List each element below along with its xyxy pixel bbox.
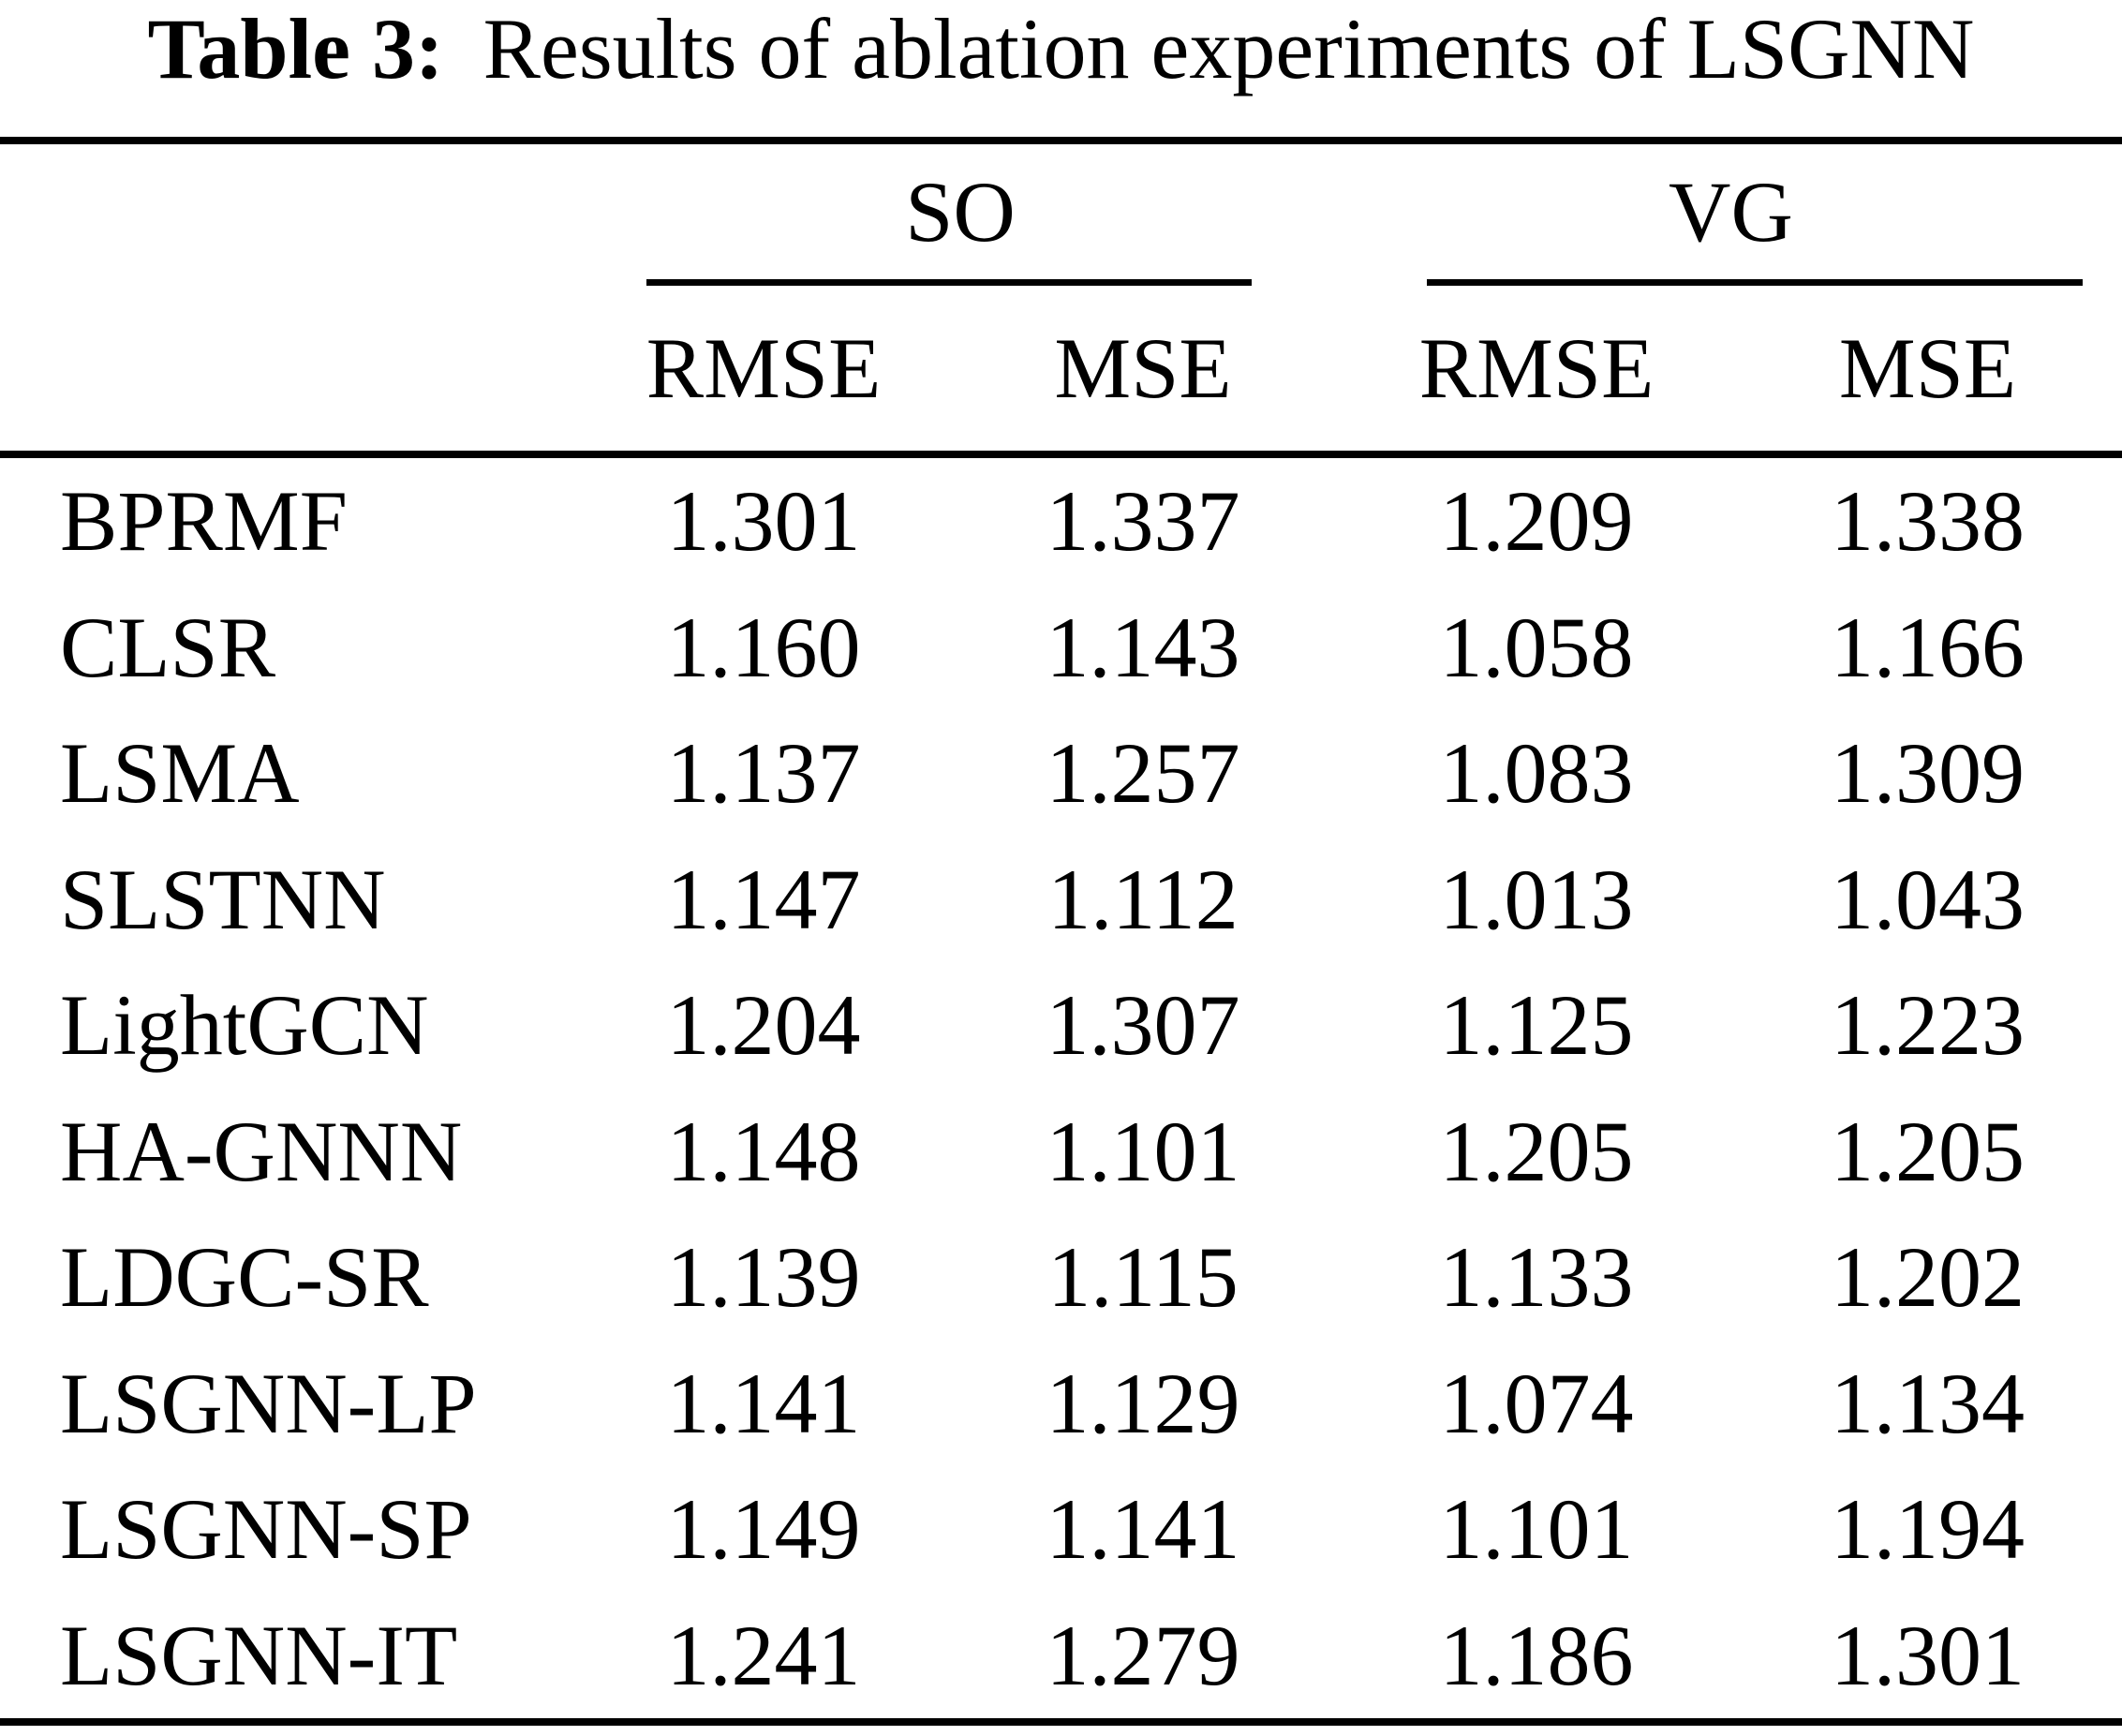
vg-mse-cell: 1.338 xyxy=(1831,473,2025,570)
so-mse-cell: 1.101 xyxy=(1046,1103,1240,1199)
vg-rmse-cell: 1.074 xyxy=(1439,1355,1634,1451)
column-group-so: SO xyxy=(905,164,1016,260)
so-mse-cell: 1.112 xyxy=(1047,851,1239,947)
sub-header-vg-rmse: RMSE xyxy=(1418,320,1655,416)
table-row: LSGNN-LP 1.141 1.129 1.074 1.134 xyxy=(0,1341,2122,1467)
vg-mse-cell: 1.223 xyxy=(1831,977,2025,1074)
so-rmse-cell: 1.137 xyxy=(666,725,861,822)
sub-header-row: RMSE MSE RMSE MSE xyxy=(0,286,2122,451)
table-row: LDGC-SR 1.139 1.115 1.133 1.202 xyxy=(0,1214,2122,1341)
table-row: HA-GNNN 1.148 1.101 1.205 1.205 xyxy=(0,1089,2122,1215)
model-name-cell: HA-GNNN xyxy=(60,1103,463,1199)
sub-header-so-mse: MSE xyxy=(1054,320,1232,416)
so-rmse-cell: 1.147 xyxy=(666,851,861,947)
table-row: CLSR 1.160 1.143 1.058 1.166 xyxy=(0,585,2122,711)
top-rule xyxy=(0,137,2122,144)
vg-rmse-cell: 1.209 xyxy=(1439,473,1634,570)
column-group-header-row: SO VG xyxy=(0,144,2122,279)
table-row: SLSTNN 1.147 1.112 1.013 1.043 xyxy=(0,837,2122,963)
model-name-cell: CLSR xyxy=(60,599,276,695)
table-body: BPRMF 1.301 1.337 1.209 1.338 CLSR 1.160… xyxy=(0,458,2122,1718)
vg-rmse-cell: 1.125 xyxy=(1439,977,1634,1074)
model-name-cell: LDGC-SR xyxy=(60,1229,429,1326)
table-caption-label: Table 3: xyxy=(147,1,444,96)
vg-rmse-cell: 1.186 xyxy=(1439,1607,1634,1703)
vg-rmse-cell: 1.205 xyxy=(1439,1103,1634,1199)
so-rmse-cell: 1.141 xyxy=(666,1355,861,1451)
so-mse-cell: 1.337 xyxy=(1046,473,1240,570)
sub-header-so-rmse: RMSE xyxy=(646,320,882,416)
table-row: LightGCN 1.204 1.307 1.125 1.223 xyxy=(0,962,2122,1089)
vg-mse-cell: 1.043 xyxy=(1831,851,2025,947)
model-name-cell: BPRMF xyxy=(60,473,348,570)
column-group-vg: VG xyxy=(1669,164,1793,260)
so-rmse-cell: 1.149 xyxy=(666,1481,861,1578)
table-caption-text: Results of ablation experiments of LSGNN xyxy=(482,1,1975,96)
sub-header-vg-mse: MSE xyxy=(1838,320,2017,416)
vg-rmse-cell: 1.013 xyxy=(1439,851,1634,947)
so-mse-cell: 1.143 xyxy=(1046,599,1240,695)
vg-mse-cell: 1.166 xyxy=(1831,599,2025,695)
so-rmse-cell: 1.301 xyxy=(666,473,861,570)
so-mse-cell: 1.115 xyxy=(1047,1229,1239,1326)
model-name-cell: LSGNN-SP xyxy=(60,1481,472,1578)
model-name-cell: SLSTNN xyxy=(60,851,386,947)
vg-rmse-cell: 1.133 xyxy=(1439,1229,1634,1326)
vg-mse-cell: 1.309 xyxy=(1831,725,2025,822)
model-name-cell: LSGNN-IT xyxy=(60,1607,458,1703)
bottom-rule xyxy=(0,1718,2122,1726)
vg-mse-cell: 1.205 xyxy=(1831,1103,2025,1199)
table-row: LSGNN-IT 1.241 1.279 1.186 1.301 xyxy=(0,1593,2122,1719)
vg-mse-cell: 1.301 xyxy=(1831,1607,2025,1703)
model-name-cell: LightGCN xyxy=(60,977,429,1074)
so-rmse-cell: 1.241 xyxy=(666,1607,861,1703)
table-row: BPRMF 1.301 1.337 1.209 1.338 xyxy=(0,458,2122,585)
header-rule xyxy=(0,451,2122,458)
vg-mse-cell: 1.194 xyxy=(1831,1481,2025,1578)
vg-mse-cell: 1.134 xyxy=(1831,1355,2025,1451)
vg-rmse-cell: 1.101 xyxy=(1439,1481,1634,1578)
cmidrule-vg xyxy=(1427,279,2083,286)
table-row: LSMA 1.137 1.257 1.083 1.309 xyxy=(0,710,2122,837)
table-caption: Table 3: Results of ablation experiments… xyxy=(0,0,2122,137)
so-mse-cell: 1.129 xyxy=(1046,1355,1240,1451)
cmidrule-so xyxy=(646,279,1252,286)
vg-rmse-cell: 1.058 xyxy=(1439,599,1634,695)
model-name-cell: LSGNN-LP xyxy=(60,1355,477,1451)
vg-mse-cell: 1.202 xyxy=(1831,1229,2025,1326)
so-rmse-cell: 1.204 xyxy=(666,977,861,1074)
so-rmse-cell: 1.148 xyxy=(666,1103,861,1199)
so-mse-cell: 1.257 xyxy=(1046,725,1240,822)
cmidrule-row xyxy=(0,279,2122,286)
so-mse-cell: 1.279 xyxy=(1046,1607,1240,1703)
so-mse-cell: 1.307 xyxy=(1046,977,1240,1074)
so-rmse-cell: 1.160 xyxy=(666,599,861,695)
so-mse-cell: 1.141 xyxy=(1046,1481,1240,1578)
table-row: LSGNN-SP 1.149 1.141 1.101 1.194 xyxy=(0,1466,2122,1593)
model-name-cell: LSMA xyxy=(60,725,300,822)
vg-rmse-cell: 1.083 xyxy=(1439,725,1634,822)
so-rmse-cell: 1.139 xyxy=(666,1229,861,1326)
